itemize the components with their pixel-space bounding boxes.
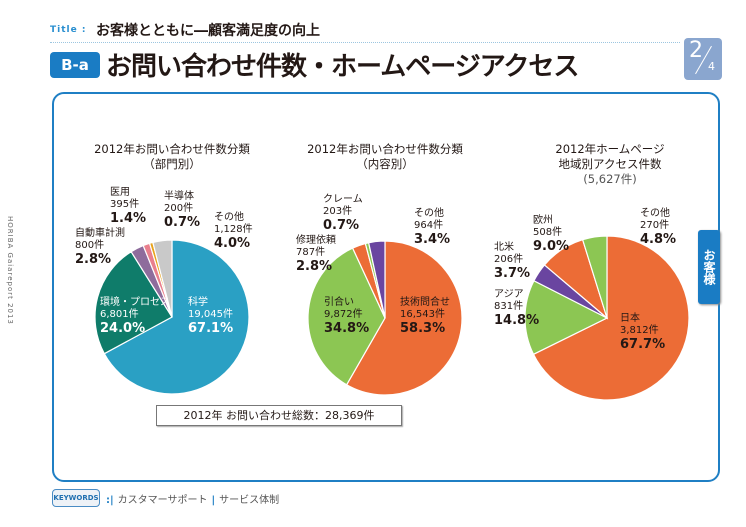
- label-count: 3,812件: [620, 325, 659, 336]
- section-badge: B-a: [50, 52, 100, 78]
- section-tab[interactable]: お客様: [698, 230, 720, 304]
- label-pct: 3.7%: [494, 266, 531, 281]
- chart2-slice-0: [345, 240, 463, 396]
- c3-label-europe: 欧州 508件 9.0%: [533, 215, 569, 254]
- label-name: その他: [414, 208, 444, 219]
- c3-label-north-america: 北米 206件 3.7%: [494, 242, 530, 281]
- page-total: 4: [708, 60, 715, 73]
- label-count: 206件: [494, 254, 524, 265]
- label-pct: 24.0%: [100, 321, 146, 336]
- label-count: 16,543件: [400, 309, 445, 320]
- chart2-title-line2: （内容別）: [356, 157, 414, 171]
- chart2-slice-4: [367, 240, 386, 319]
- label-pct: 0.7%: [164, 215, 201, 230]
- label-name: 環境・プロセス: [100, 297, 170, 308]
- page-indicator: 2 4: [684, 38, 722, 80]
- keyword-item[interactable]: サービス体制: [219, 495, 280, 506]
- label-count: 19,045件: [188, 309, 233, 320]
- keywords-list: :| カスタマーサポート | サービス体制: [106, 495, 280, 506]
- c2-label-technical: 技術問合せ 16,543件 58.3%: [400, 297, 450, 336]
- label-name: 科学: [188, 297, 208, 308]
- label-count: 200件: [164, 203, 194, 214]
- title-label: Title :: [50, 25, 87, 35]
- label-count: 9,872件: [324, 309, 363, 320]
- label-pct: 4.0%: [214, 236, 251, 251]
- c2-label-other: その他 964件 3.4%: [414, 208, 450, 247]
- label-name: 修理依頼: [296, 235, 336, 246]
- c1-label-medical: 医用 395件 1.4%: [110, 187, 146, 226]
- label-pct: 1.4%: [110, 211, 147, 226]
- label-name: クレーム: [323, 194, 363, 205]
- label-name: 引合い: [324, 297, 354, 308]
- c1-label-semiconductor: 半導体 200件 0.7%: [164, 191, 200, 230]
- label-name: その他: [640, 208, 670, 219]
- chart1-slice-0: [103, 239, 250, 395]
- chart1-slice-5: [152, 239, 173, 318]
- label-count: 203件: [323, 206, 353, 217]
- chart1-title: 2012年お問い合わせ件数分類 （部門別）: [62, 142, 282, 172]
- c1-label-science: 科学 19,045件 67.1%: [188, 297, 233, 336]
- chart1-slice-1: [94, 250, 173, 355]
- label-pct: 2.8%: [296, 259, 333, 274]
- keywords-label: KEYWORDS: [52, 489, 100, 507]
- label-name: 欧州: [533, 215, 553, 226]
- label-pct: 34.8%: [324, 321, 370, 336]
- chart3-title-line1: 2012年ホームページ: [555, 142, 665, 156]
- label-name: アジア: [494, 289, 524, 300]
- label-pct: 0.7%: [323, 218, 360, 233]
- chart2-slice-1: [307, 247, 386, 386]
- label-name: 技術問合せ: [400, 297, 450, 308]
- chart3-slice-1: [524, 279, 609, 356]
- label-name: 半導体: [164, 191, 194, 202]
- keyword-item[interactable]: カスタマーサポート: [117, 495, 208, 506]
- c3-label-other: その他 270件 4.8%: [640, 208, 676, 247]
- chart2-title: 2012年お問い合わせ件数分類 （内容別）: [285, 142, 485, 172]
- label-count: 270件: [640, 220, 670, 231]
- c2-label-inquiry: 引合い 9,872件 34.8%: [324, 297, 369, 336]
- label-count: 508件: [533, 227, 563, 238]
- section-title: お客様とともに―顧客満足度の向上: [96, 23, 320, 39]
- label-pct: 58.3%: [400, 321, 446, 336]
- label-count: 1,128件: [214, 224, 253, 235]
- page-heading: お問い合わせ件数・ホームページアクセス: [106, 52, 579, 82]
- label-count: 800件: [75, 240, 105, 251]
- c2-label-claim: クレーム 203件 0.7%: [323, 194, 363, 233]
- chart3-slice-0: [532, 235, 690, 401]
- total-inquiries: 2012年 お問い合わせ総数：28,369件: [156, 405, 402, 426]
- chart3-title-line2: 地域別アクセス件数: [558, 157, 662, 171]
- chart3-slice-4: [581, 235, 608, 319]
- chart3-title-line3: (5,627件): [583, 172, 637, 186]
- label-pct: 67.7%: [620, 337, 666, 352]
- label-pct: 14.8%: [494, 313, 540, 328]
- label-count: 6,801件: [100, 309, 139, 320]
- label-count: 787件: [296, 247, 326, 258]
- label-pct: 2.8%: [75, 252, 112, 267]
- label-count: 395件: [110, 199, 140, 210]
- label-pct: 3.4%: [414, 232, 451, 247]
- chart1-title-line1: 2012年お問い合わせ件数分類: [94, 142, 250, 156]
- label-count: 831件: [494, 301, 524, 312]
- label-name: 北米: [494, 242, 514, 253]
- c3-label-japan: 日本 3,812件 67.7%: [620, 313, 665, 352]
- label-count: 964件: [414, 220, 444, 231]
- c2-label-repair: 修理依頼 787件 2.8%: [296, 235, 336, 274]
- label-name: 日本: [620, 313, 640, 324]
- chart3-title: 2012年ホームページ 地域別アクセス件数 (5,627件): [510, 142, 710, 187]
- c3-label-asia: アジア 831件 14.8%: [494, 289, 539, 328]
- c1-label-environment: 環境・プロセス 6,801件 24.0%: [100, 297, 170, 336]
- page-number: 2: [689, 38, 703, 63]
- chart1-title-line2: （部門別）: [143, 157, 201, 171]
- label-pct: 9.0%: [533, 239, 570, 254]
- c1-label-automotive: 自動車計測 800件 2.8%: [75, 228, 125, 267]
- title-divider: [50, 42, 680, 43]
- chart2-title-line1: 2012年お問い合わせ件数分類: [307, 142, 463, 156]
- c1-label-other: その他 1,128件 4.0%: [214, 212, 253, 251]
- label-pct: 67.1%: [188, 321, 234, 336]
- label-name: 自動車計測: [75, 228, 125, 239]
- label-name: 医用: [110, 187, 130, 198]
- label-name: その他: [214, 212, 244, 223]
- label-pct: 4.8%: [640, 232, 677, 247]
